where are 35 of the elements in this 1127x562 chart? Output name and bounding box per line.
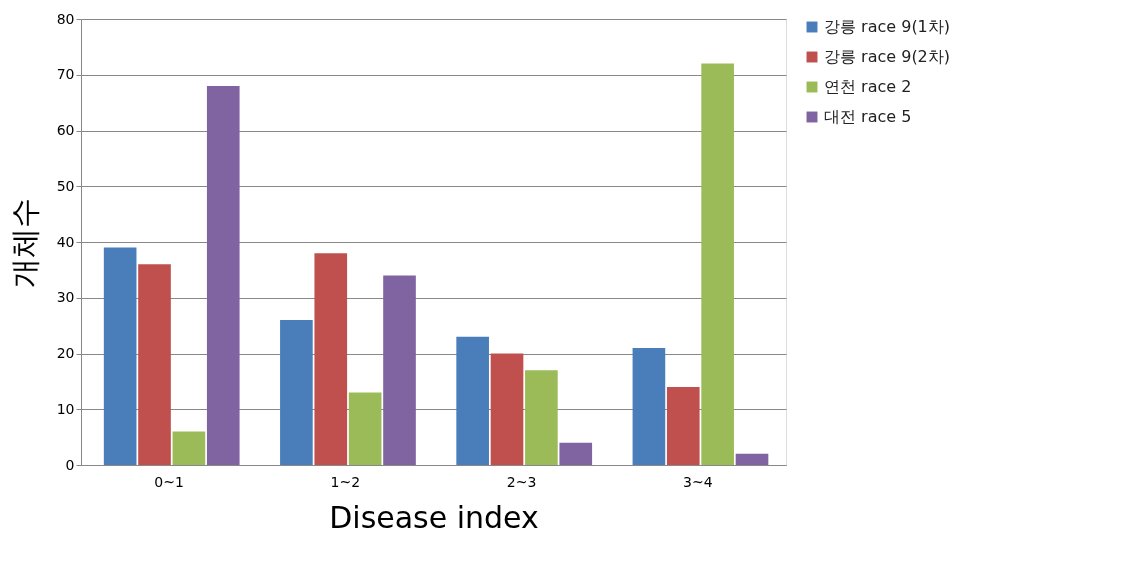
y-tick-label: 30 <box>56 289 75 306</box>
bar <box>735 453 769 465</box>
y-tick-label: 20 <box>56 345 75 361</box>
legend-label: 강릉 race 9(2차) <box>824 47 951 66</box>
bar <box>525 370 558 465</box>
y-tick-label: 40 <box>56 233 75 250</box>
y-tick-label: 80 <box>56 10 75 27</box>
x-tick-label: 0~1 <box>154 473 184 490</box>
y-axis-title: 개체수 <box>6 197 42 288</box>
bar <box>103 247 137 465</box>
bar <box>206 85 240 465</box>
legend-label: 강릉 race 9(1차) <box>824 17 951 36</box>
legend-label: 연천 race 2 <box>824 77 912 96</box>
bar <box>314 253 348 465</box>
bar <box>666 386 700 465</box>
bar <box>348 392 382 465</box>
x-axis-title: Disease index <box>329 499 539 535</box>
x-tick-label: 1~2 <box>330 473 361 490</box>
bar <box>172 431 206 465</box>
x-tick-label: 2~3 <box>506 473 537 490</box>
y-tick-label: 10 <box>56 400 75 417</box>
bar <box>383 275 416 465</box>
y-tick-label: 70 <box>56 66 75 83</box>
y-tick-label: 50 <box>56 177 75 194</box>
bar <box>280 320 313 465</box>
bar <box>559 442 593 465</box>
bar <box>701 63 734 465</box>
y-tick-label: 60 <box>56 122 75 138</box>
y-tick-label: 0 <box>65 456 75 473</box>
bar <box>632 347 666 465</box>
bar <box>138 264 171 465</box>
bar <box>456 336 489 465</box>
bar <box>490 353 524 465</box>
x-tick-label: 3~4 <box>683 473 713 490</box>
legend-label: 대전 race 5 <box>824 107 912 126</box>
